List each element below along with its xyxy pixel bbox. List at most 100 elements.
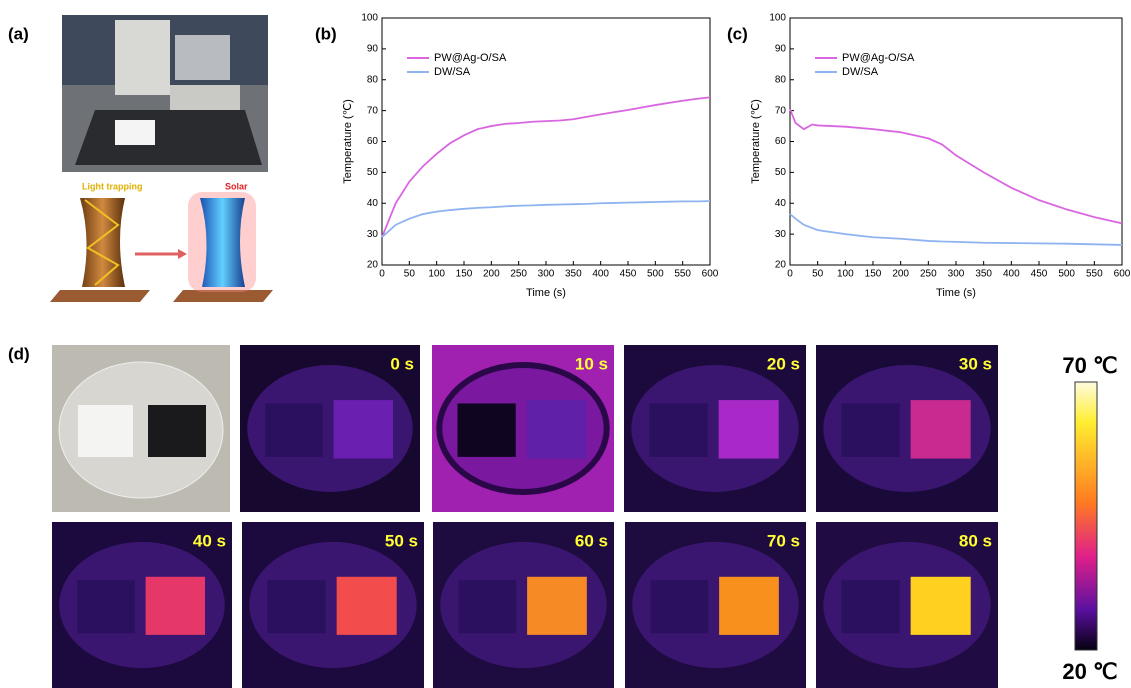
y-tick-label: 20 [367,260,379,271]
x-tick-label: 300 [538,269,555,280]
line-chart: 0 50 100 150 200 250 300 350 400 450 500 550 600 20 30… [342,13,719,299]
thermal-dark-sample [458,580,516,633]
x-tick-label: 500 [647,269,664,280]
color-bar-max: 70 ℃ [1062,353,1117,378]
data-line [790,214,1122,245]
y-axis-label: Temperature (℃) [342,99,354,184]
x-tick-label: 50 [812,269,824,280]
x-tick-label: 350 [565,269,582,280]
thermal-hot-sample [527,400,587,458]
x-tick-label: 150 [865,269,882,280]
y-tick-label: 70 [775,105,787,116]
thermal-dark-sample [841,403,899,456]
thermal-hot-sample [334,400,393,458]
data-line [382,97,710,237]
thermal-hot-sample [719,400,779,458]
x-tick-label: 250 [510,269,527,280]
y-tick-label: 80 [775,74,787,85]
color-bar [1075,382,1097,650]
time-label: 10 s [575,354,608,373]
x-tick-label: 100 [837,269,854,280]
y-tick-label: 60 [367,136,379,147]
y-tick-label: 30 [775,229,787,240]
plot-frame [790,18,1122,265]
data-line [382,201,710,237]
thermal-dark-sample [457,403,515,456]
time-label: 0 s [390,354,414,373]
color-bar-min: 20 ℃ [1062,659,1117,684]
white-sample [78,405,133,457]
legend-label: DW/SA [842,66,879,78]
thermal-hot-sample [337,577,397,635]
x-tick-label: 0 [787,269,793,280]
data-line [790,109,1122,223]
panel-label: (a) [8,24,29,43]
y-tick-label: 70 [367,105,379,116]
figure: Light trapping Solar (a) (b) (c) (d) 70 … [0,0,1131,688]
y-tick-label: 100 [361,13,378,24]
x-tick-label: 550 [1086,269,1103,280]
x-tick-label: 50 [404,269,416,280]
y-tick-label: 20 [775,260,787,271]
x-tick-label: 400 [1003,269,1020,280]
line-chart: 0 50 100 150 200 250 300 350 400 450 500 550 600 20 30… [750,13,1131,299]
x-tick-label: 300 [948,269,965,280]
x-tick-label: 450 [1031,269,1048,280]
x-tick-label: 200 [892,269,909,280]
legend-label: PW@Ag-O/SA [434,52,507,64]
y-tick-label: 40 [367,198,379,209]
thermal-hot-sample [146,577,205,635]
x-tick-label: 250 [920,269,937,280]
x-tick-label: 450 [620,269,637,280]
photo-label: Solar [225,181,248,191]
thermal-dark-sample [267,580,325,633]
y-tick-label: 90 [775,44,787,55]
y-tick-label: 50 [367,167,379,178]
x-axis-label: Time (s) [526,287,566,299]
time-label: 40 s [193,531,226,550]
thermal-dark-sample [649,403,707,456]
x-tick-label: 0 [379,269,385,280]
legend-label: PW@Ag-O/SA [842,52,915,64]
y-tick-label: 100 [769,13,786,24]
thermal-hot-sample [719,577,779,635]
time-label: 80 s [959,531,992,550]
y-tick-label: 60 [775,136,787,147]
thermal-hot-sample [911,400,971,458]
y-tick-label: 80 [367,74,379,85]
x-tick-label: 100 [428,269,445,280]
y-tick-label: 50 [775,167,787,178]
y-tick-label: 40 [775,198,787,209]
x-axis-label: Time (s) [936,287,976,299]
x-tick-label: 500 [1058,269,1075,280]
panel-label: (c) [727,24,748,43]
photo-panel [62,15,268,172]
panel-label: (b) [315,24,337,43]
x-tick-label: 600 [1114,269,1131,280]
thermal-hot-sample [527,577,587,635]
photo-label: Light trapping [82,181,143,191]
x-tick-label: 600 [702,269,719,280]
time-label: 60 s [575,531,608,550]
thermal-dark-sample [841,580,899,633]
y-axis-label: Temperature (℃) [750,99,762,184]
x-tick-label: 200 [483,269,500,280]
thermal-hot-sample [911,577,971,635]
panel-label: (d) [8,344,30,363]
time-label: 20 s [767,354,800,373]
schematic [50,192,273,302]
y-tick-label: 30 [367,229,379,240]
x-tick-label: 150 [456,269,473,280]
time-label: 30 s [959,354,992,373]
time-label: 70 s [767,531,800,550]
x-tick-label: 400 [592,269,609,280]
time-label: 50 s [385,531,418,550]
thermal-dark-sample [265,403,323,456]
x-tick-label: 350 [975,269,992,280]
black-sample [148,405,206,457]
y-tick-label: 90 [367,44,379,55]
plot-frame [382,18,710,265]
x-tick-label: 550 [674,269,691,280]
thermal-dark-sample [77,580,135,633]
legend-label: DW/SA [434,66,471,78]
